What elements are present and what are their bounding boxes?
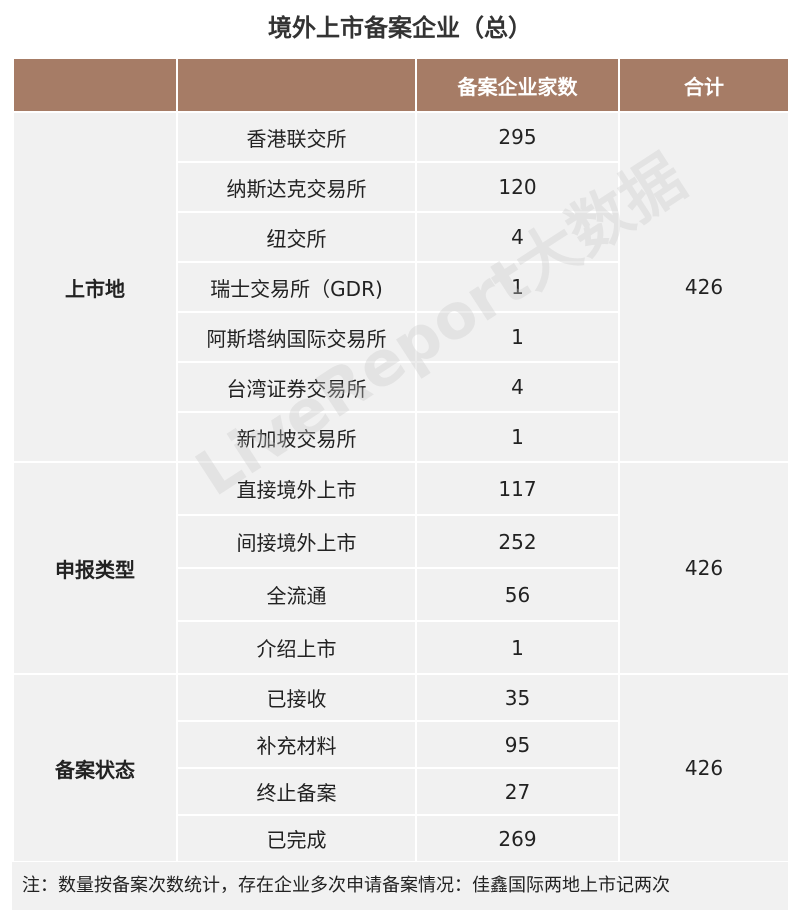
row: 补充材料 95	[13, 720, 789, 769]
count-cell: 95	[415, 720, 620, 769]
count-cell: 1	[415, 311, 620, 363]
table: 备案企业家数 合计 上市地 香港联交所 295 426 纳斯达克交易所 120 纽交所 4 瑞士…	[12, 57, 790, 863]
row: 申报类型 直接境外上市 117 426	[12, 461, 790, 675]
header-cell	[12, 57, 178, 113]
name-cell: 全流通	[176, 567, 417, 622]
row: 终止备案 27	[13, 767, 789, 816]
row: 纳斯达克交易所 120	[13, 161, 789, 213]
name-cell: 阿斯塔纳国际交易所	[176, 311, 417, 363]
header-cell: 合计	[618, 57, 790, 113]
count-cell: 117	[415, 461, 620, 516]
count-cell: 252	[415, 514, 620, 569]
group-label: 备案状态	[12, 673, 178, 863]
row: 台湾证券交易所 4	[13, 361, 789, 413]
total-cell: 426	[618, 673, 790, 863]
name-cell: 间接境外上市	[176, 514, 417, 569]
row: 已完成 269	[13, 814, 789, 863]
header-row: 备案企业家数 合计	[12, 57, 790, 113]
row: 纽交所 4	[13, 211, 789, 263]
count-cell: 4	[415, 211, 620, 263]
name-cell: 瑞士交易所（GDR)	[176, 261, 417, 313]
note: 注：数量按备案次数统计，存在企业多次申请备案情况：佳鑫国际两地上市记两次	[12, 862, 788, 910]
name-cell: 台湾证券交易所	[176, 361, 417, 413]
row: 备案状态 已接收 35 426	[12, 673, 790, 863]
name-cell: 已接收	[176, 673, 417, 722]
count-cell: 27	[415, 767, 620, 816]
row: 上市地 香港联交所 295 426	[12, 111, 790, 463]
group-label: 上市地	[12, 111, 178, 463]
header-cell	[176, 57, 417, 113]
row: 新加坡交易所 1	[13, 411, 789, 463]
count-cell: 1	[415, 411, 620, 463]
name-cell: 介绍上市	[176, 620, 417, 675]
count-cell: 269	[415, 814, 620, 863]
count-cell: 56	[415, 567, 620, 622]
row: 瑞士交易所（GDR) 1	[13, 261, 789, 313]
title: 境外上市备案企业（总）	[268, 14, 532, 42]
name-cell: 直接境外上市	[176, 461, 417, 516]
row: 介绍上市 1	[13, 620, 789, 675]
name-cell: 纽交所	[176, 211, 417, 263]
row: 阿斯塔纳国际交易所 1	[13, 311, 789, 363]
count-cell: 35	[415, 673, 620, 722]
total-cell: 426	[618, 111, 790, 463]
name-cell: 新加坡交易所	[176, 411, 417, 463]
total-cell: 426	[618, 461, 790, 675]
row: 全流通 56	[13, 567, 789, 622]
group-label: 申报类型	[12, 461, 178, 675]
name-cell: 香港联交所	[176, 111, 417, 163]
name-cell: 终止备案	[176, 767, 417, 816]
row: 间接境外上市 252	[13, 514, 789, 569]
count-cell: 295	[415, 111, 620, 163]
count-cell: 1	[415, 261, 620, 313]
count-cell: 4	[415, 361, 620, 413]
name-cell: 补充材料	[176, 720, 417, 769]
name-cell: 纳斯达克交易所	[176, 161, 417, 213]
count-cell: 1	[415, 620, 620, 675]
count-cell: 120	[415, 161, 620, 213]
header-cell: 备案企业家数	[415, 57, 620, 113]
name-cell: 已完成	[176, 814, 417, 863]
